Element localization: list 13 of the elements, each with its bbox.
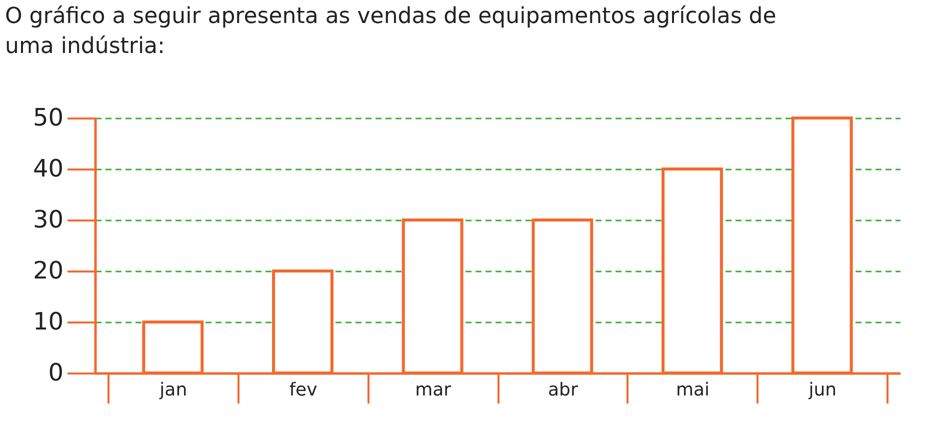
chart-title: O gráfico a seguir apresenta as vendas de equipamentos agrícolas de uma indústria: [5, 4, 776, 59]
y-tick-label: 20 [32, 256, 64, 284]
x-tick-label: mai [676, 380, 710, 400]
y-tick-label: 10 [32, 308, 64, 336]
x-tick-label: jun [808, 380, 837, 400]
x-tick-label: fev [289, 380, 318, 400]
x-tick-label: mar [415, 380, 452, 400]
y-tick-label: 0 [48, 358, 64, 386]
x-tick-label: abr [548, 380, 578, 400]
y-tick-label: 50 [32, 104, 64, 132]
y-tick-label: 30 [32, 206, 64, 234]
y-tick-label: 40 [32, 154, 64, 182]
x-tick-label: jan [158, 380, 188, 400]
